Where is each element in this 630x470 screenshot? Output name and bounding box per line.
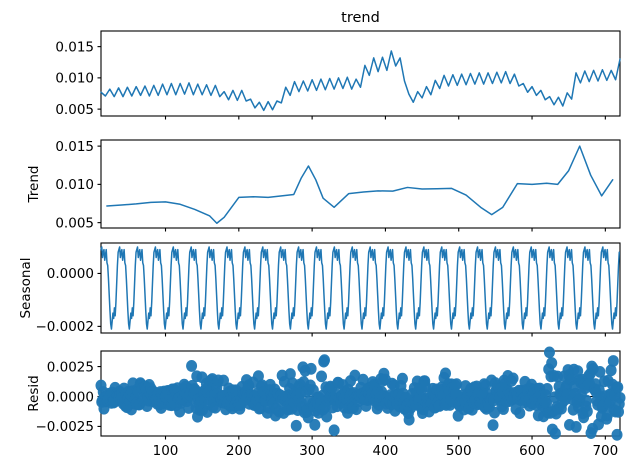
panel-1-ytick-label-0: 0.005 xyxy=(55,102,94,118)
xtick-label-100: 100 xyxy=(153,443,179,459)
panel-1-axes-frame xyxy=(100,30,621,117)
panel-3-axis-label: Seasonal xyxy=(18,257,34,318)
observed-line xyxy=(100,50,621,112)
figure-title: trend xyxy=(341,10,380,26)
panel-2-axis-label: Trend xyxy=(26,166,42,204)
panel-1-ytick-label-1: 0.010 xyxy=(55,71,94,87)
panel-4-axis-label: Resid xyxy=(26,375,42,411)
panel-3-axes-frame xyxy=(100,242,621,334)
residual_component-points xyxy=(95,346,626,441)
xtick-label-200: 200 xyxy=(226,443,252,459)
panel-3-ytick-label-0: −0.0002 xyxy=(35,319,94,335)
xtick-label-500: 500 xyxy=(446,443,472,459)
panel-3-ytick-label-1: 0.0000 xyxy=(47,266,94,282)
xtick-label-600: 600 xyxy=(519,443,545,459)
panel-1-ytick-label-2: 0.015 xyxy=(55,39,94,55)
panel-4-ytick-label-1: 0.0000 xyxy=(47,389,94,405)
panel-4-ytick-label-0: −0.0025 xyxy=(35,419,94,435)
panel-2-ytick-label-2: 0.015 xyxy=(55,139,94,155)
trend_component-line xyxy=(106,145,614,225)
seasonal_component-line xyxy=(100,246,620,330)
xtick-label-400: 400 xyxy=(373,443,399,459)
xtick-label-700: 700 xyxy=(592,443,618,459)
panel-4-ytick-label-2: 0.0025 xyxy=(47,359,94,375)
xtick-label-300: 300 xyxy=(299,443,325,459)
panel-2-ytick-label-0: 0.005 xyxy=(55,215,94,231)
panel-2-ytick-label-1: 0.010 xyxy=(55,177,94,193)
